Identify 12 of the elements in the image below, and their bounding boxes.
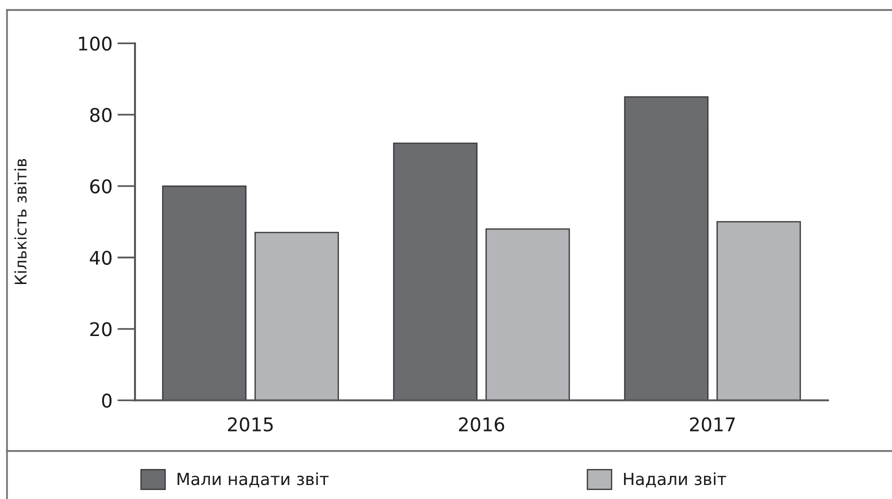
y-tick-label: 40: [90, 250, 112, 265]
y-tick-label: 80: [90, 108, 112, 122]
y-tick-label: 60: [90, 179, 112, 194]
y-axis-title: Кількість звітів: [14, 158, 27, 284]
y-tick-label: 0: [102, 394, 112, 408]
y-tick-label: 100: [79, 36, 112, 51]
y-tick-label: 20: [90, 322, 112, 336]
x-tick-label: 2016: [459, 417, 504, 432]
x-tick-label: 2017: [690, 417, 735, 432]
legend-label: Надали звіт: [624, 472, 726, 488]
x-tick-label: 2015: [228, 417, 273, 432]
legend-label: Мали надати звіт: [178, 472, 329, 488]
